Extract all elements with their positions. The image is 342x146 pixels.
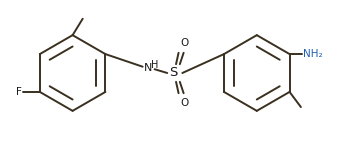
Text: O: O [181,38,189,48]
Text: NH₂: NH₂ [303,49,323,59]
Text: F: F [16,87,22,97]
Text: N: N [144,63,152,73]
Text: S: S [169,66,178,80]
Text: O: O [181,98,189,108]
Text: H: H [151,60,158,70]
